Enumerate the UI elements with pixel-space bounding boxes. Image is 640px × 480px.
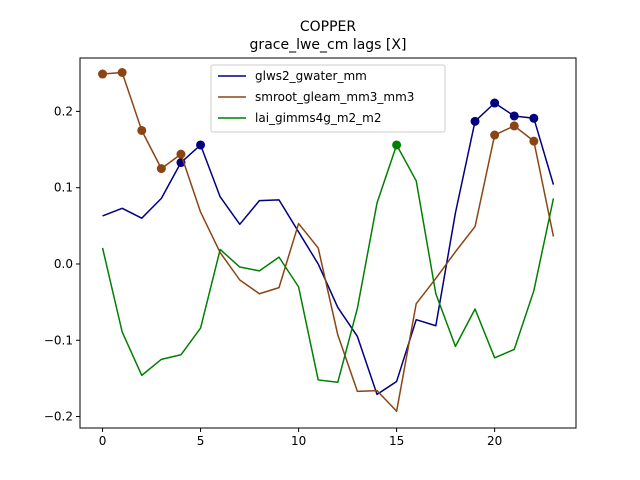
y-tick-label: 0.1 <box>54 181 73 195</box>
legend-box <box>210 64 446 133</box>
y-tick-label: 0.2 <box>54 104 73 118</box>
y-axis: −0.2 −0.1 0.0 0.1 0.2 <box>44 104 80 424</box>
x-tick-label: 15 <box>389 434 404 448</box>
data-point-glws2_gwater_mm <box>470 116 480 126</box>
data-point-smroot_gleam_mm3_mm3 <box>98 69 108 79</box>
data-point-glws2_gwater_mm <box>509 111 519 121</box>
y-tick-label: −0.2 <box>44 410 73 424</box>
x-axis: 0 5 10 15 20 <box>99 428 502 448</box>
data-point-glws2_gwater_mm <box>196 140 206 150</box>
data-point-glws2_gwater_mm <box>529 113 539 123</box>
legend: glws2_gwater_mm smroot_gleam_mm3_mm3 lai_g… <box>210 64 446 133</box>
data-point-smroot_gleam_mm3_mm3 <box>176 149 186 159</box>
legend-label-lai_gimms4g_m2_m2: lai_gimms4g_m2_m2 <box>255 111 382 125</box>
data-point-smroot_gleam_mm3_mm3 <box>509 121 519 131</box>
x-tick-label: 0 <box>99 434 107 448</box>
y-tick-label: 0.0 <box>54 257 73 271</box>
legend-label-glws2_gwater_mm: glws2_gwater_mm <box>255 69 367 83</box>
series-line-glws2_gwater_mm <box>102 102 555 396</box>
data-point-smroot_gleam_mm3_mm3 <box>117 67 127 77</box>
data-point-smroot_gleam_mm3_mm3 <box>490 130 500 140</box>
series-layer <box>98 67 555 412</box>
data-point-smroot_gleam_mm3_mm3 <box>137 125 147 135</box>
data-point-glws2_gwater_mm <box>490 98 500 108</box>
x-tick-label: 10 <box>291 434 306 448</box>
x-tick-label: 5 <box>197 434 205 448</box>
plot-frame <box>79 57 577 429</box>
data-point-lai_gimms4g_m2_m2 <box>392 140 402 150</box>
data-point-smroot_gleam_mm3_mm3 <box>156 164 166 174</box>
y-tick-label: −0.1 <box>44 333 73 347</box>
legend-label-smroot_gleam_mm3_mm3: smroot_gleam_mm3_mm3 <box>255 90 414 104</box>
chart-subtitle: grace_lwe_cm lags [X] <box>250 37 407 53</box>
series-line-lai_gimms4g_m2_m2 <box>101 144 555 383</box>
chart-title: COPPER <box>300 19 357 35</box>
x-tick-label: 20 <box>487 434 502 448</box>
data-point-smroot_gleam_mm3_mm3 <box>529 136 539 146</box>
